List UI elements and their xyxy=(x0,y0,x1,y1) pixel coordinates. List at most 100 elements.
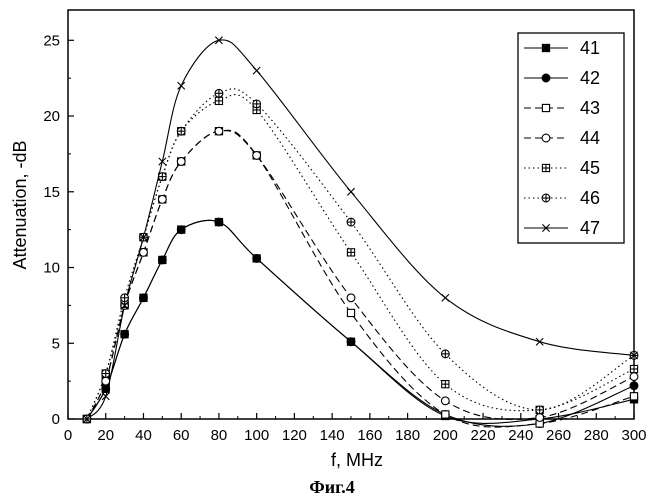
marker-shape xyxy=(347,338,355,346)
legend-label-45: 45 xyxy=(580,158,600,178)
x-tick-label: 220 xyxy=(471,427,496,444)
legend-box xyxy=(518,33,624,243)
data-point-46 xyxy=(121,294,129,302)
y-axis-label: Attenuation, -dB xyxy=(10,140,30,269)
x-tick-label: 180 xyxy=(395,427,420,444)
legend-marker-45 xyxy=(542,164,549,171)
data-point-43 xyxy=(347,309,354,316)
marker-shape xyxy=(630,393,637,400)
marker-shape xyxy=(177,226,185,234)
legend-label-47: 47 xyxy=(580,218,600,238)
data-point-46 xyxy=(158,173,166,181)
marker-shape xyxy=(347,309,354,316)
data-point-45 xyxy=(630,365,637,372)
data-point-44 xyxy=(140,248,148,256)
x-tick-label: 40 xyxy=(135,427,152,444)
marker-shape xyxy=(536,414,544,422)
data-point-44 xyxy=(630,373,638,381)
x-tick-label: 100 xyxy=(244,427,269,444)
marker-shape xyxy=(542,74,550,82)
legend-marker-43 xyxy=(542,104,549,111)
x-tick-label: 60 xyxy=(173,427,190,444)
y-tick-label: 5 xyxy=(52,335,60,352)
legend-marker-46 xyxy=(542,194,550,202)
data-point-44 xyxy=(215,127,223,135)
marker-shape xyxy=(215,127,223,135)
data-point-42 xyxy=(177,226,185,234)
data-point-47 xyxy=(159,158,166,165)
y-tick-label: 25 xyxy=(43,32,60,49)
data-point-47 xyxy=(347,188,354,195)
x-tick-label: 0 xyxy=(64,427,72,444)
marker-shape xyxy=(630,373,638,381)
y-tick-label: 0 xyxy=(52,411,60,428)
data-point-46 xyxy=(536,406,544,414)
marker-shape xyxy=(542,104,549,111)
marker-shape xyxy=(215,218,223,226)
x-tick-label: 80 xyxy=(211,427,228,444)
data-point-44 xyxy=(536,414,544,422)
x-tick-label: 260 xyxy=(546,427,571,444)
marker-shape xyxy=(630,382,638,390)
data-point-46 xyxy=(441,350,449,358)
data-point-47 xyxy=(253,67,260,74)
series-line-42 xyxy=(87,220,634,426)
marker-shape xyxy=(442,411,449,418)
marker-shape xyxy=(542,44,549,51)
data-point-44 xyxy=(158,195,166,203)
legend-label-42: 42 xyxy=(580,68,600,88)
data-point-45 xyxy=(442,381,449,388)
data-point-42 xyxy=(630,382,638,390)
legend-marker-41 xyxy=(542,44,549,51)
marker-shape xyxy=(140,294,148,302)
data-point-45 xyxy=(347,249,354,256)
x-tick-label: 120 xyxy=(282,427,307,444)
marker-shape xyxy=(441,397,449,405)
x-tick-label: 20 xyxy=(97,427,114,444)
data-point-42 xyxy=(140,294,148,302)
data-point-46 xyxy=(253,100,261,108)
legend-label-46: 46 xyxy=(580,188,600,208)
marker-shape xyxy=(140,248,148,256)
x-tick-label: 200 xyxy=(433,427,458,444)
data-point-44 xyxy=(253,152,261,160)
marker-shape xyxy=(158,256,166,264)
x-tick-label: 160 xyxy=(357,427,382,444)
data-point-44 xyxy=(102,377,110,385)
marker-shape xyxy=(542,134,550,142)
data-point-42 xyxy=(347,338,355,346)
data-point-42 xyxy=(253,255,261,263)
marker-shape xyxy=(177,158,185,166)
legend-label-43: 43 xyxy=(580,98,600,118)
legend-label-41: 41 xyxy=(580,38,600,58)
data-point-46 xyxy=(102,370,110,378)
data-point-47 xyxy=(178,82,185,89)
data-point-42 xyxy=(102,385,110,393)
y-tick-label: 10 xyxy=(43,260,60,277)
data-point-44 xyxy=(441,397,449,405)
legend-marker-44 xyxy=(542,134,550,142)
marker-shape xyxy=(253,255,261,263)
data-point-47 xyxy=(102,393,109,400)
data-point-42 xyxy=(121,330,129,338)
data-point-43 xyxy=(442,411,449,418)
marker-shape xyxy=(347,294,355,302)
data-point-46 xyxy=(177,127,185,135)
marker-shape xyxy=(102,385,110,393)
marker-shape xyxy=(102,377,110,385)
marker-shape xyxy=(253,152,261,160)
legend-marker-42 xyxy=(542,74,550,82)
y-tick-label: 15 xyxy=(43,184,60,201)
data-point-47 xyxy=(536,338,543,345)
marker-shape xyxy=(121,330,129,338)
data-point-44 xyxy=(347,294,355,302)
data-point-43 xyxy=(630,393,637,400)
data-point-47 xyxy=(442,294,449,301)
legend-label-44: 44 xyxy=(580,128,600,148)
figure-caption: Фиг.4 xyxy=(309,477,354,497)
data-point-46 xyxy=(215,89,223,97)
x-axis-label: f, MHz xyxy=(331,450,383,470)
data-point-46 xyxy=(347,218,355,226)
